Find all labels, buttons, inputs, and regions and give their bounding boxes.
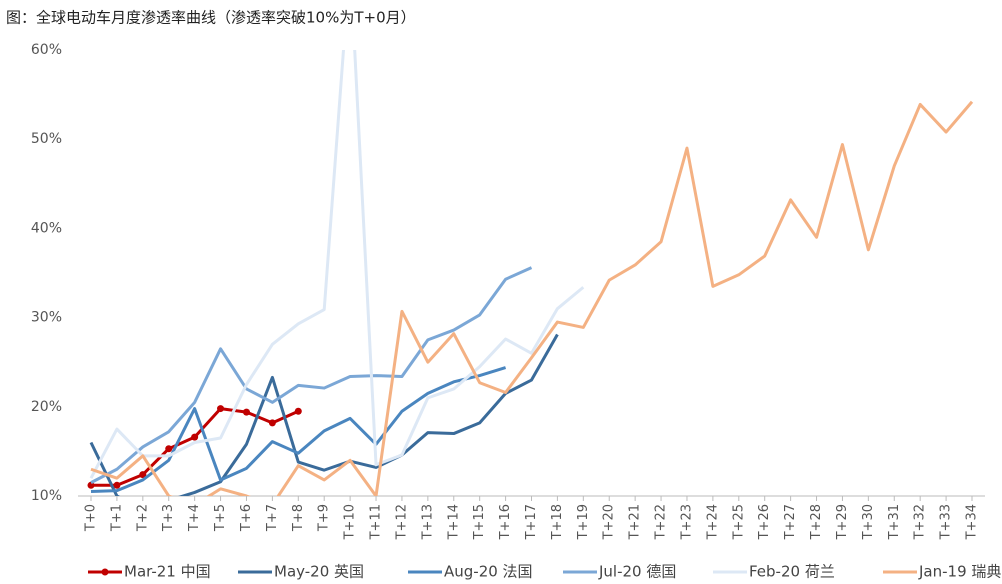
series-marker [113,481,121,489]
x-tick-label: T+15 [472,504,487,540]
x-tick-label: T+4 [187,504,202,532]
x-tick-label: T+11 [369,504,384,540]
series-line [90,366,507,494]
y-tick-label: 60% [31,42,62,58]
series-marker [139,471,147,479]
x-tick-label: T+28 [809,504,824,540]
series-marker [217,405,225,413]
x-tick-label: T+19 [576,504,591,540]
plot-area [87,50,974,496]
x-tick-label: T+5 [213,504,228,532]
x-tick-label: T+0 [84,504,99,532]
x-tick-label: T+9 [317,504,332,532]
x-tick-label: T+1 [109,504,124,532]
x-tick-label: T+7 [265,504,280,532]
series-marker [268,419,276,427]
x-tick-label: T+2 [135,504,150,532]
series-marker [191,433,199,441]
series-marker [165,445,173,453]
x-tick-label: T+8 [291,504,306,532]
x-tick-label: T+23 [679,504,694,540]
x-tick-label: T+30 [861,504,876,540]
x-tick-label: T+21 [628,504,643,540]
x-tick-label: T+27 [783,504,798,540]
y-tick-label: 40% [31,220,62,236]
x-tick-label: T+22 [654,504,669,540]
y-tick-label: 30% [31,310,62,326]
chart-title: 图：全球电动车月度渗透率曲线（渗透率突破10%为T+0月） [6,9,416,27]
x-tick-label: T+6 [239,504,254,532]
x-tick-label: T+13 [420,504,435,540]
series-marker [294,407,302,415]
series-line [89,333,559,496]
series-line [90,266,533,484]
x-tick-label: T+18 [550,504,565,540]
y-tick-label: 20% [31,399,62,415]
x-tick-label: T+34 [965,504,980,540]
legend-marker [101,568,109,576]
x-tick-label: T+24 [705,504,720,540]
series-marker [242,408,250,416]
x-tick-label: T+16 [498,504,513,540]
legend-label: Feb-20 荷兰 [749,563,835,581]
series-line [89,50,585,479]
legend-label: May-20 英国 [274,563,364,581]
y-tick-label: 10% [31,488,62,504]
x-tick-label: T+29 [835,504,850,540]
x-tick-label: T+12 [394,504,409,540]
x-tick-label: T+31 [887,504,902,540]
x-tick-label: T+20 [602,504,617,540]
x-tick-label: T+14 [446,504,461,540]
legend-label: Jan-19 瑞典 [918,563,1001,581]
x-tick-label: T+25 [731,504,746,540]
y-tick-label: 50% [31,131,62,147]
legend-label: Jul-20 德国 [598,563,676,581]
x-tick-label: T+3 [161,504,176,532]
x-tick-label: T+10 [343,504,358,540]
x-tick-label: T+26 [757,504,772,540]
x-tick-label: T+17 [524,504,539,540]
series-line [90,100,974,496]
x-tick-label: T+32 [913,504,928,540]
x-tick-label: T+33 [939,504,954,540]
legend-label: Aug-20 法国 [444,563,533,581]
series-marker [87,481,95,489]
legend-label: Mar-21 中国 [124,563,211,581]
